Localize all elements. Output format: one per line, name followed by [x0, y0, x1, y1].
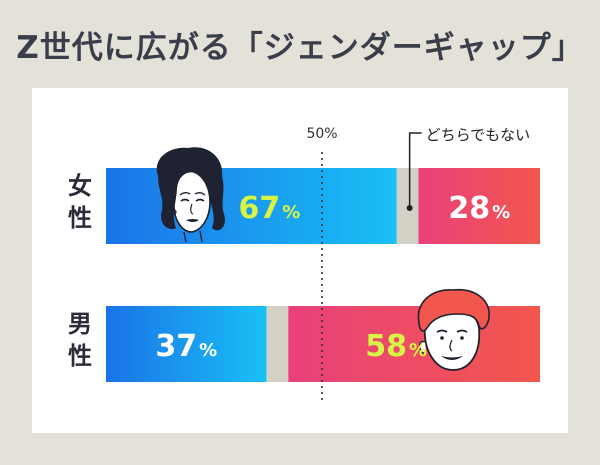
- data-label-red: 28%: [448, 191, 510, 226]
- category-label-char: 性: [68, 204, 92, 232]
- category-label-char: 性: [68, 342, 92, 370]
- woman-face-icon: [156, 147, 225, 243]
- bar-segment-blue: [106, 168, 397, 244]
- neutral-callout-label: どちらでもない: [426, 126, 531, 144]
- bar-segment-neutral: [266, 306, 289, 382]
- bar-segment-blue: [106, 306, 267, 382]
- data-label-blue: 37%: [155, 329, 217, 364]
- category-label-char: 女: [68, 172, 92, 200]
- neutral-callout-dot: [406, 205, 413, 211]
- man-face-icon: [417, 289, 490, 371]
- data-label-red: 58%: [365, 329, 427, 364]
- chart-title: Z世代に広がる「ジェンダーギャップ」: [16, 30, 584, 66]
- category-label-char: 男: [68, 310, 92, 338]
- reference-line-label: 50%: [306, 126, 337, 142]
- bar-segment-red: [288, 306, 540, 382]
- bar-segment-red: [418, 168, 540, 244]
- data-label-blue: 67%: [238, 191, 300, 226]
- neutral-callout-line: [408, 132, 422, 208]
